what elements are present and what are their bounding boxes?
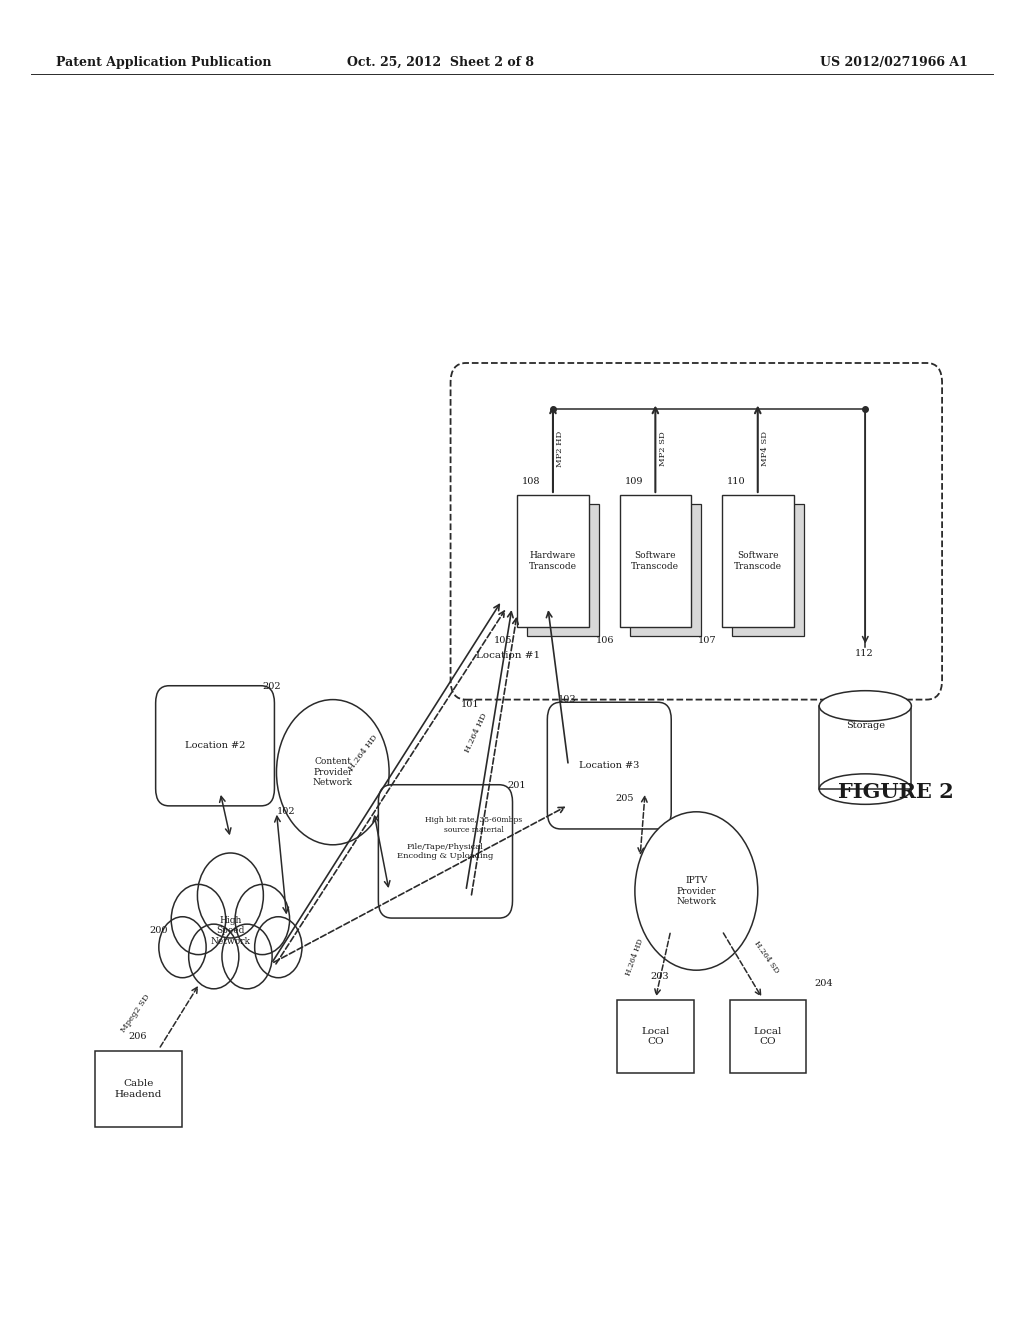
Text: 110: 110 [727,478,745,486]
Bar [819,706,911,789]
Circle shape [236,884,290,954]
Text: 105: 105 [494,636,512,644]
Text: 205: 205 [615,795,634,803]
Ellipse shape [276,700,389,845]
Text: 109: 109 [625,478,643,486]
Text: 103: 103 [558,696,577,704]
Text: 112: 112 [855,649,873,657]
Text: 206: 206 [128,1032,146,1040]
Text: Hardware
Transcode: Hardware Transcode [529,552,577,570]
Ellipse shape [635,812,758,970]
Text: MP2 HD: MP2 HD [556,430,564,467]
Text: 102: 102 [276,808,295,816]
Text: Storage: Storage [846,722,885,730]
Text: Local
CO: Local CO [641,1027,670,1045]
Text: US 2012/0271966 A1: US 2012/0271966 A1 [820,55,968,69]
FancyBboxPatch shape [620,495,691,627]
Text: IPTV
Provider
Network: IPTV Provider Network [676,876,717,906]
Text: FIGURE 2: FIGURE 2 [838,781,954,803]
FancyBboxPatch shape [156,686,274,805]
Circle shape [188,924,239,989]
Text: Software
Transcode: Software Transcode [632,552,679,570]
Circle shape [222,924,272,989]
Text: H.264 HD: H.264 HD [625,937,645,977]
Text: H.264 HD: H.264 HD [347,733,380,772]
FancyBboxPatch shape [94,1051,182,1127]
Text: 204: 204 [814,979,833,987]
Circle shape [255,916,302,978]
FancyBboxPatch shape [547,702,672,829]
Circle shape [159,916,206,978]
Text: Local
CO: Local CO [754,1027,782,1045]
FancyBboxPatch shape [722,495,794,627]
Text: Location #3: Location #3 [580,762,639,770]
Text: 201: 201 [507,781,525,789]
Text: MP2 SD: MP2 SD [658,432,667,466]
Text: Mpeg2 SD: Mpeg2 SD [120,993,152,1035]
Circle shape [171,884,225,954]
FancyBboxPatch shape [451,363,942,700]
Text: High bit rate, 35-60mbps
source material: High bit rate, 35-60mbps source material [425,816,522,834]
Text: 203: 203 [650,973,669,981]
Text: Location #1: Location #1 [476,651,541,660]
Text: Content
Provider
Network: Content Provider Network [312,758,353,787]
Text: Cable
Headend: Cable Headend [115,1080,162,1098]
Text: 106: 106 [596,636,614,644]
Text: 101: 101 [461,700,479,709]
Text: H.264 HD: H.264 HD [464,711,488,754]
Text: Location #2: Location #2 [185,742,245,750]
FancyBboxPatch shape [517,495,589,627]
Text: Patent Application Publication: Patent Application Publication [56,55,271,69]
Text: H.264 SD: H.264 SD [753,940,780,974]
FancyBboxPatch shape [616,1001,694,1072]
Text: MP4 SD: MP4 SD [761,432,769,466]
Text: 108: 108 [522,478,541,486]
Text: Software
Transcode: Software Transcode [734,552,781,570]
FancyBboxPatch shape [729,1001,807,1072]
FancyBboxPatch shape [527,504,599,636]
FancyBboxPatch shape [732,504,804,636]
Text: 200: 200 [150,927,168,935]
Text: File/Tape/Physical
Encoding & Uploading: File/Tape/Physical Encoding & Uploading [397,842,494,861]
FancyBboxPatch shape [379,784,512,919]
Circle shape [198,853,263,939]
FancyBboxPatch shape [630,504,701,636]
Text: 202: 202 [262,682,281,690]
Ellipse shape [819,690,911,721]
Text: High
Speed
Network: High Speed Network [210,916,251,945]
Text: 107: 107 [698,636,717,644]
Text: Oct. 25, 2012  Sheet 2 of 8: Oct. 25, 2012 Sheet 2 of 8 [347,55,534,69]
